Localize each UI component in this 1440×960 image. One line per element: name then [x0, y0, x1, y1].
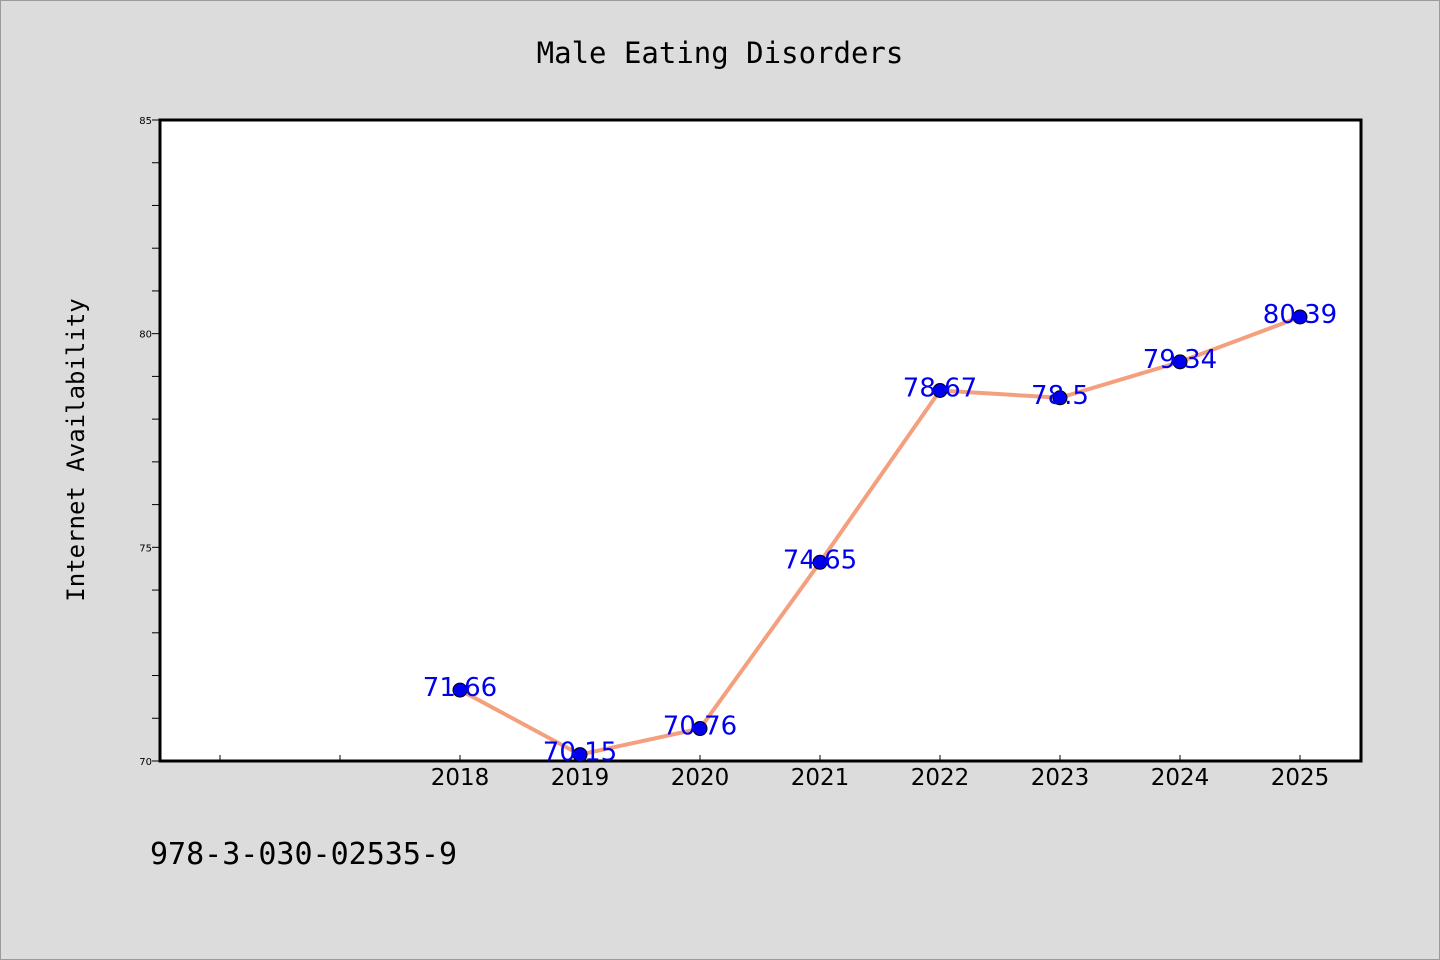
data-label: 80.39	[1263, 300, 1337, 330]
isbn-footer: 978-3-030-02535-9	[150, 837, 457, 872]
data-labels-group: 71.66 70.15 70.76 74.65 78.67 78.5 79.34 80.39	[423, 300, 1337, 768]
data-label: 71.66	[423, 673, 497, 703]
data-label: 70.15	[543, 738, 617, 768]
y-tick-label: 85	[139, 116, 152, 127]
x-axis: 2018 2019 2020 2021 2022 2023 2024 2025	[219, 755, 1330, 791]
x-tick-label: 2024	[1151, 765, 1210, 791]
data-point	[692, 721, 708, 737]
data-label: 70.76	[663, 712, 737, 742]
y-axis-title: Internet Availability	[62, 298, 90, 601]
y-axis: 70 75 80 85	[139, 116, 160, 768]
data-point	[572, 747, 588, 763]
data-point	[452, 682, 468, 698]
data-point	[1052, 390, 1068, 406]
markers-group	[452, 309, 1308, 763]
y-tick-label: 80	[139, 330, 152, 341]
x-tick-label: 2020	[671, 765, 730, 791]
y-tick-label: 70	[139, 757, 152, 768]
data-point	[1172, 354, 1188, 370]
y-tick-label: 75	[139, 543, 152, 554]
x-tick-label: 2018	[431, 765, 490, 791]
x-tick-label: 2023	[1031, 765, 1090, 791]
data-point	[1292, 309, 1308, 325]
x-tick-label: 2021	[791, 765, 850, 791]
data-label: 78.67	[903, 374, 977, 404]
data-point	[812, 554, 828, 570]
x-tick-label: 2019	[551, 765, 610, 791]
data-label: 74.65	[783, 545, 857, 575]
data-label: 78.5	[1031, 381, 1089, 411]
plot-area	[158, 118, 1363, 763]
x-tick-label: 2022	[911, 765, 970, 791]
chart-title: Male Eating Disorders	[537, 36, 904, 70]
data-point	[932, 383, 948, 399]
series-line	[459, 315, 1301, 757]
series-line-group	[459, 315, 1301, 757]
x-tick-label: 2025	[1271, 765, 1330, 791]
data-label: 79.34	[1143, 345, 1217, 375]
